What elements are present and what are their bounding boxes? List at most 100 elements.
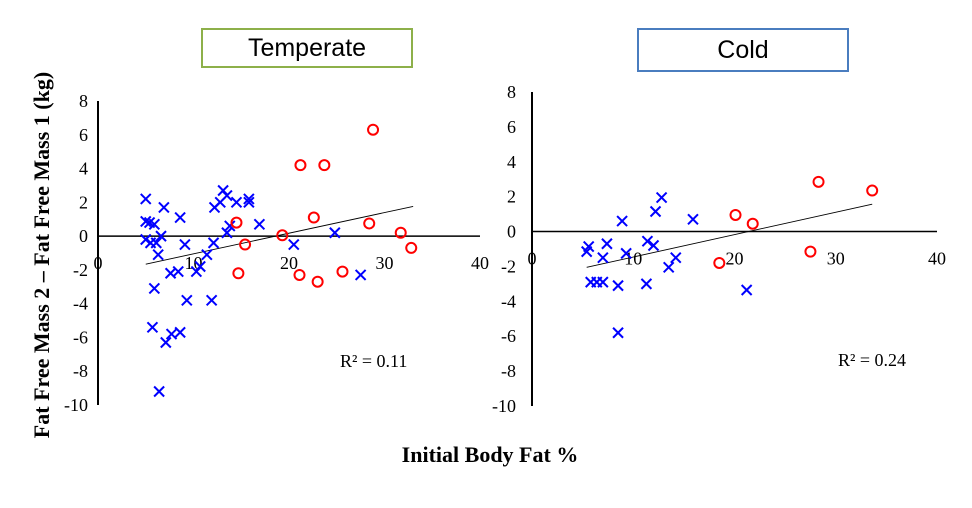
cold-circle-marker (746, 217, 759, 230)
temperate-circle-marker (336, 265, 349, 278)
temperate-circle-marker (318, 159, 331, 172)
cold-x-marker (641, 235, 654, 247)
temperate-circle-marker (294, 159, 307, 172)
cold-y-tick-label: 6 (507, 117, 516, 137)
temperate-circle-marker (276, 229, 289, 242)
cold-y-tick-label: -6 (501, 326, 516, 346)
cold-circle-marker (804, 245, 817, 258)
cold-trendline (586, 203, 873, 268)
y-axis-label: Fat Free Mass 2 – Fat Free Mass 1 (kg) (29, 71, 54, 439)
temperate-x-marker (243, 193, 255, 205)
temperate-x-marker (172, 265, 184, 278)
temperate-x-marker (230, 196, 243, 209)
cold-x-marker (647, 239, 660, 252)
temperate-x-tick-label: 40 (471, 253, 489, 273)
cold-x-marker (616, 215, 628, 227)
cold-x-marker (687, 213, 699, 226)
temperate-x-marker (354, 269, 367, 281)
cold-y-tick-label: 2 (507, 187, 516, 207)
temperate-x-marker (179, 238, 191, 251)
temperate-circle-marker (293, 268, 306, 281)
cold-y-tick-label: 0 (507, 222, 516, 242)
temperate-y-tick-label: -8 (73, 361, 88, 381)
temperate-x-marker (140, 215, 152, 228)
cold-circle-marker (729, 208, 742, 221)
cold-y-tick-label: -10 (492, 396, 516, 416)
temperate-x-tick-label: 30 (376, 253, 394, 273)
temperate-circle-marker (311, 275, 324, 288)
temperate-circle-marker (307, 211, 320, 224)
temperate-circle-marker (232, 267, 245, 280)
temperate-x-marker (288, 238, 300, 251)
cold-x-marker (601, 238, 613, 250)
temperate-y-tick-label: 4 (79, 159, 88, 179)
temperate-y-tick-label: -4 (73, 294, 88, 314)
cold-y-tick-label: -8 (501, 361, 516, 381)
temperate-circle-marker (230, 216, 243, 229)
cold-circle-marker (713, 256, 726, 269)
panel-title-temperate: Temperate (201, 28, 413, 68)
cold-x-marker (649, 205, 662, 218)
panel-title-cold: Cold (637, 28, 849, 72)
temperate-x-marker (140, 193, 152, 205)
cold-x-marker (655, 191, 668, 204)
temperate-y-tick-label: 0 (79, 226, 88, 246)
temperate-y-tick-label: 2 (79, 192, 88, 212)
temperate-y-tick-label: -2 (73, 260, 88, 280)
cold-circle-marker (866, 184, 879, 197)
cold-x-marker (612, 327, 624, 339)
temperate-trendline (145, 205, 414, 265)
temperate-circle-marker (363, 217, 376, 230)
cold-circle-marker (812, 175, 825, 188)
temperate-x-marker (152, 248, 164, 261)
cold-x-marker (580, 245, 593, 258)
temperate-y-tick-label: 8 (79, 91, 88, 111)
x-axis-label: Initial Body Fat % (401, 442, 579, 467)
temperate-x-marker (201, 248, 213, 261)
temperate-x-marker (148, 282, 161, 295)
temperate-x-marker (243, 196, 255, 209)
temperate-x-marker (207, 237, 220, 249)
cold-x-tick-label: 30 (827, 249, 845, 269)
temperate-x-marker (194, 260, 206, 273)
temperate-x-marker (146, 321, 159, 334)
temperate-x-marker (158, 201, 170, 214)
temperate-x-marker (153, 385, 165, 398)
temperate-x-marker (205, 294, 218, 306)
cold-x-marker (597, 252, 609, 264)
temperate-y-tick-label: -6 (73, 327, 88, 347)
temperate-x-marker (253, 218, 266, 230)
cold-x-tick-label: 0 (528, 249, 537, 269)
cold-y-tick-label: -4 (501, 291, 516, 311)
cold-x-marker (740, 284, 753, 296)
temperate-x-marker (165, 328, 178, 340)
cold-x-tick-label: 20 (726, 249, 744, 269)
temperate-x-marker (221, 189, 233, 202)
cold-x-marker (612, 279, 624, 292)
temperate-x-marker (224, 220, 236, 232)
temperate-x-marker (160, 336, 172, 349)
temperate-x-marker (221, 227, 233, 239)
temperate-x-tick-label: 20 (280, 253, 298, 273)
temperate-x-marker (174, 211, 186, 224)
temperate-circle-marker (367, 123, 380, 136)
temperate-x-marker (181, 294, 193, 306)
temperate-r-squared-label: R² = 0.11 (340, 351, 407, 371)
cold-x-marker (620, 247, 632, 260)
temperate-x-marker (148, 218, 161, 230)
temperate-circle-marker (394, 226, 407, 239)
cold-x-marker (670, 252, 682, 264)
temperate-x-marker (174, 326, 186, 339)
cold-y-tick-label: 4 (507, 152, 516, 172)
cold-y-tick-label: -2 (501, 256, 516, 276)
temperate-circle-marker (405, 241, 418, 254)
cold-x-marker (597, 276, 609, 288)
cold-y-tick-label: 8 (507, 82, 516, 102)
cold-x-marker (662, 261, 675, 274)
cold-x-tick-label: 40 (928, 249, 946, 269)
temperate-y-tick-label: 6 (79, 125, 88, 145)
temperate-y-tick-label: -10 (64, 395, 88, 415)
temperate-x-marker (155, 230, 167, 242)
cold-x-tick-label: 10 (624, 249, 642, 269)
